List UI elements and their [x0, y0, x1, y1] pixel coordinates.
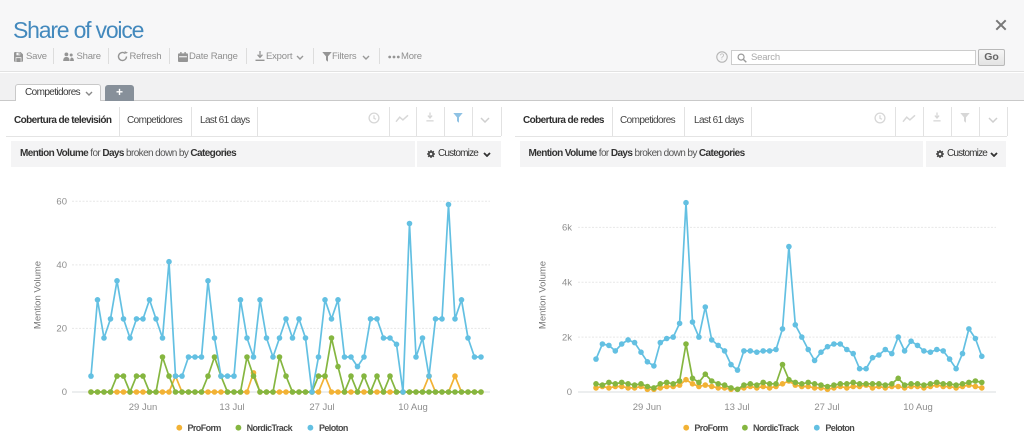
svg-text:20: 20	[56, 324, 67, 335]
svg-text:0: 0	[62, 387, 67, 398]
svg-text:Peloton: Peloton	[825, 423, 854, 433]
svg-text:13 Jul: 13 Jul	[219, 402, 244, 413]
svg-text:60: 60	[56, 197, 67, 208]
svg-text:?: ?	[720, 53, 725, 62]
svg-text:27 Jul: 27 Jul	[814, 402, 839, 413]
svg-text:2k: 2k	[562, 332, 572, 343]
svg-text:ProForm: ProForm	[694, 423, 728, 433]
svg-text:29 Jun: 29 Jun	[129, 402, 158, 413]
svg-text:4k: 4k	[562, 278, 572, 289]
svg-text:40: 40	[56, 260, 67, 271]
svg-text:Mention Volume: Mention Volume	[538, 261, 549, 329]
svg-text:29 Jun: 29 Jun	[633, 402, 662, 413]
svg-text:Mention Volume: Mention Volume	[33, 261, 44, 329]
svg-text:10 Aug: 10 Aug	[398, 402, 428, 413]
svg-text:13 Jul: 13 Jul	[724, 402, 749, 413]
svg-text:NordicTrack: NordicTrack	[753, 423, 800, 433]
svg-text:Peloton: Peloton	[319, 423, 348, 433]
svg-text:27 Jul: 27 Jul	[309, 402, 334, 413]
svg-text:NordicTrack: NordicTrack	[247, 423, 294, 433]
svg-text:ProForm: ProForm	[188, 423, 222, 433]
svg-text:6k: 6k	[562, 223, 572, 234]
svg-text:0: 0	[567, 387, 572, 398]
svg-text:10 Aug: 10 Aug	[903, 402, 933, 413]
